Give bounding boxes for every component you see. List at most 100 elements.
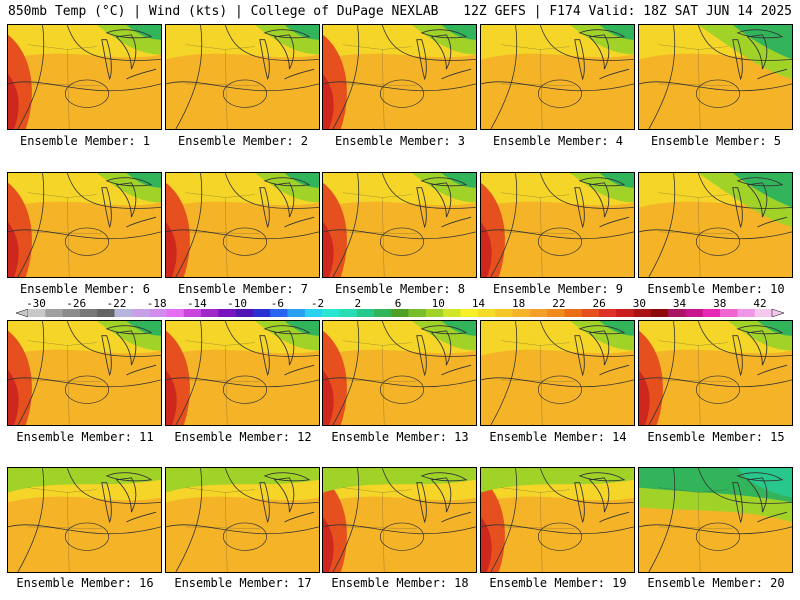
ensemble-panel-3 — [322, 24, 477, 130]
colorbar-tick-label: 38 — [713, 297, 727, 310]
temperature-map — [8, 468, 161, 572]
ensemble-member-label: Ensemble Member: 14 — [489, 430, 627, 444]
ensemble-member-label: Ensemble Member: 10 — [647, 282, 785, 296]
colorbar-swatch — [529, 309, 548, 317]
ensemble-panel-12 — [165, 320, 320, 426]
ensemble-member-label: Ensemble Member: 4 — [492, 134, 624, 148]
colorbar-tick-label: 2 — [354, 297, 362, 310]
colorbar-swatch — [62, 309, 81, 317]
ensemble-member-label: Ensemble Member: 19 — [489, 576, 627, 590]
temperature-map — [639, 173, 792, 277]
colorbar-swatch — [149, 309, 167, 317]
colorbar-tick-label: -10 — [227, 297, 248, 310]
colorbar-swatch — [183, 309, 202, 317]
colorbar-swatch — [304, 309, 323, 317]
colorbar-swatch — [339, 309, 358, 317]
ensemble-panel-6 — [7, 172, 162, 278]
colorbar-swatch — [598, 309, 617, 317]
temperature-map — [639, 468, 792, 572]
ensemble-member-label: Ensemble Member: 7 — [177, 282, 309, 296]
ensemble-member-label: Ensemble Member: 15 — [647, 430, 785, 444]
temperature-colorbar — [16, 309, 784, 317]
ensemble-member-label: Ensemble Member: 3 — [334, 134, 466, 148]
colorbar-swatch — [581, 309, 600, 317]
temperature-map — [8, 25, 161, 129]
colorbar-tick-label: 42 — [753, 297, 767, 310]
ensemble-member-label: Ensemble Member: 17 — [174, 576, 312, 590]
colorbar-swatch — [79, 309, 98, 317]
colorbar-tick-label: 22 — [552, 297, 566, 310]
colorbar-swatch — [270, 309, 288, 317]
ensemble-panel-7 — [165, 172, 320, 278]
colorbar-swatch — [668, 309, 686, 317]
colorbar-swatch — [720, 309, 738, 317]
temperature-map — [8, 173, 161, 277]
colorbar-swatch — [754, 309, 773, 317]
ensemble-panel-5 — [638, 24, 793, 130]
ensemble-member-label: Ensemble Member: 8 — [334, 282, 466, 296]
ensemble-member-label: Ensemble Member: 13 — [331, 430, 469, 444]
temperature-map — [639, 321, 792, 425]
colorbar-tick-label: 10 — [431, 297, 445, 310]
temperature-map — [166, 173, 319, 277]
colorbar-swatch — [443, 309, 461, 317]
colorbar-swatch — [97, 309, 115, 317]
model-valid-time: 12Z GEFS | F174 Valid: 18Z SAT JUN 14 20… — [463, 4, 792, 19]
temperature-map — [481, 25, 634, 129]
colorbar-swatch — [28, 309, 46, 317]
colorbar-swatch — [495, 309, 513, 317]
ensemble-panel-15 — [638, 320, 793, 426]
ensemble-panel-4 — [480, 24, 635, 130]
temperature-map — [166, 25, 319, 129]
temperature-map — [481, 173, 634, 277]
ensemble-panel-2 — [165, 24, 320, 130]
ensemble-member-label: Ensemble Member: 1 — [19, 134, 151, 148]
ensemble-panel-18 — [322, 467, 477, 573]
colorbar-tick-label: -30 — [26, 297, 46, 310]
ensemble-panel-9 — [480, 172, 635, 278]
colorbar-swatch — [45, 309, 63, 317]
colorbar-swatch — [547, 309, 565, 317]
colorbar-swatch — [114, 309, 133, 317]
ensemble-panel-14 — [480, 320, 635, 426]
colorbar-swatch — [218, 309, 236, 317]
ensemble-member-label: Ensemble Member: 20 — [647, 576, 785, 590]
colorbar-swatch — [650, 309, 669, 317]
ensemble-panel-19 — [480, 467, 635, 573]
colorbar-swatch — [616, 309, 634, 317]
temperature-map — [8, 321, 161, 425]
colorbar-swatch — [235, 309, 254, 317]
colorbar-swatch — [166, 309, 185, 317]
temperature-map — [481, 468, 634, 572]
ensemble-panel-11 — [7, 320, 162, 426]
colorbar-tick-label: 6 — [394, 297, 402, 310]
colorbar-swatch — [512, 309, 531, 317]
temperature-map — [481, 321, 634, 425]
colorbar-swatch — [685, 309, 704, 317]
temperature-map — [323, 468, 476, 572]
map-title: 850mb Temp (°C) | Wind (kts) | College o… — [8, 4, 439, 19]
temperature-map — [323, 321, 476, 425]
ensemble-panel-10 — [638, 172, 793, 278]
temperature-map — [323, 25, 476, 129]
colorbar-tick-label: -14 — [186, 297, 207, 310]
colorbar-tick-label: 26 — [592, 297, 606, 310]
colorbar-swatch — [702, 309, 721, 317]
colorbar-tick-label: -26 — [66, 297, 87, 310]
colorbar-swatch — [131, 309, 150, 317]
colorbar-tick-label: 30 — [632, 297, 646, 310]
colorbar-swatch — [425, 309, 444, 317]
colorbar-swatch — [374, 309, 392, 317]
colorbar-swatch — [322, 309, 340, 317]
colorbar-swatch — [633, 309, 652, 317]
temperature-map — [323, 173, 476, 277]
ensemble-member-label: Ensemble Member: 9 — [492, 282, 624, 296]
ensemble-panel-17 — [165, 467, 320, 573]
colorbar-swatch — [356, 309, 375, 317]
colorbar-tick-label: 18 — [512, 297, 526, 310]
temperature-map — [166, 321, 319, 425]
colorbar-swatch — [460, 309, 479, 317]
colorbar-swatch — [477, 309, 496, 317]
ensemble-panel-1 — [7, 24, 162, 130]
ensemble-panel-20 — [638, 467, 793, 573]
